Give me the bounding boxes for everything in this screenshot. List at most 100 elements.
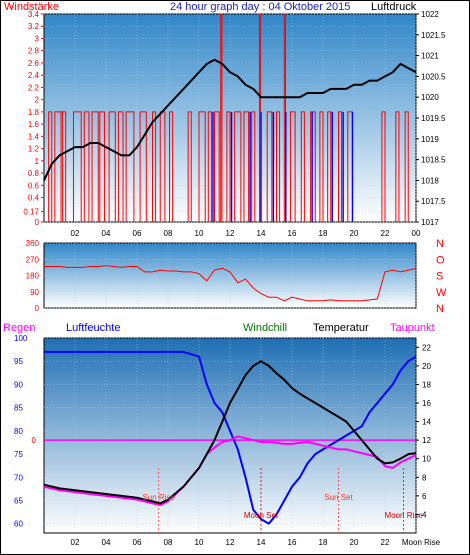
wind-bars	[48, 13, 409, 222]
x-tick-label-top: 08	[164, 229, 173, 238]
wind-bar	[300, 111, 305, 222]
x-tick-label-bottom: 08	[164, 538, 173, 547]
wind-bar	[91, 111, 99, 222]
annotations: Sun Rise Moon Set Sun Set Moon Rise	[142, 468, 423, 533]
humidity-line	[44, 350, 417, 525]
temp-tick-label: 4	[422, 510, 427, 519]
wind-bar	[139, 111, 147, 222]
pressure-tick-label: 1017.5	[421, 197, 446, 206]
wind-bar	[327, 111, 332, 222]
wind-bar	[152, 111, 157, 222]
wind-bar	[187, 111, 192, 222]
x-tick-label-top: 10	[195, 229, 204, 238]
direction-tick-label: 360	[26, 239, 40, 248]
series-lines	[43, 58, 417, 525]
humidity-tick-label: 100	[14, 334, 28, 343]
x-tick-label-top: 16	[288, 229, 297, 238]
temp-tick-label: 8	[422, 473, 427, 482]
wind-bar	[125, 111, 135, 222]
wind-tick-label: 0.17	[23, 208, 39, 217]
wind-tick-label: 0.4	[28, 194, 40, 203]
wind-bar	[289, 111, 296, 222]
wind-bar	[48, 111, 53, 222]
pressure-tick-label: 1019.5	[421, 114, 446, 123]
wind-tick-label: 2.8	[28, 47, 40, 56]
wind-bar	[276, 111, 281, 222]
wind-bar	[266, 111, 273, 222]
x-tick-label-bottom: 10	[195, 538, 204, 547]
x-tick-label-bottom: 18	[319, 538, 328, 547]
wind-bar	[117, 111, 124, 222]
temp-tick-label: 6	[422, 492, 427, 501]
wind-bar	[198, 111, 206, 222]
legend-temperature: Temperatur	[313, 322, 369, 334]
wind-bar	[83, 111, 90, 222]
wind-tick-label: 0.8	[28, 169, 40, 178]
humidity-tick-label: 70	[14, 473, 23, 482]
wind-tick-label: 2.6	[28, 59, 40, 68]
wind-bar	[220, 13, 223, 222]
wind-bar	[251, 111, 256, 222]
x-tick-label-bottom: 02	[71, 538, 80, 547]
wind-tick-label: 1.4	[28, 132, 40, 141]
wind-bar	[404, 111, 409, 222]
x-tick-label-bottom: 16	[288, 538, 297, 547]
marker-label: Moon Rise	[384, 511, 423, 520]
x-tick-label-bottom: 06	[133, 538, 142, 547]
direction-tick-label: 180	[26, 272, 40, 281]
pressure-tick-label: 1019	[421, 135, 439, 144]
x-tick-label-top: 18	[319, 229, 328, 238]
direction-tick-label: 0	[35, 304, 40, 313]
wind-tick-label: 3.4	[28, 10, 40, 19]
wind-bar	[207, 111, 212, 222]
legend-rain: Regen	[3, 322, 35, 334]
marker-label: Sun Set	[324, 493, 353, 502]
humidity-tick-label: 85	[14, 404, 23, 413]
wind-tick-label: 0.6	[28, 181, 40, 190]
x-tick-label-bottom: 22	[381, 538, 390, 547]
wind-bar	[319, 111, 324, 222]
x-tick-label-top: 20	[350, 229, 359, 238]
direction-tick-label: 270	[26, 255, 40, 264]
humidity-tick-label: 95	[14, 357, 23, 366]
chart-title: 24 hour graph day : 04 Oktober 2015	[170, 1, 350, 13]
humidity-tick-label: 90	[14, 380, 23, 389]
x-tick-label-top: 14	[257, 229, 266, 238]
pressure-tick-label: 1021	[421, 52, 439, 61]
pressure-axis-label: Luftdruck	[371, 1, 417, 13]
temp-tick-label: 12	[422, 436, 431, 445]
temp-tick-label: 10	[422, 455, 431, 464]
direction-compass-label: W	[436, 287, 447, 299]
wind-tick-label: 1.8	[28, 108, 40, 117]
temp-tick-label: 16	[422, 399, 431, 408]
wind-tick-label: 1.2	[28, 145, 40, 154]
pressure-tick-label: 1020.5	[421, 72, 446, 81]
legend-humidity: Luftfeuchte	[66, 322, 120, 334]
temp-tick-label: 14	[422, 418, 431, 427]
humidity-tick-label: 80	[14, 427, 23, 436]
humidity-tick-label: 75	[14, 450, 23, 459]
x-tick-label-top: 02	[71, 229, 80, 238]
wind-bar	[54, 111, 64, 222]
pressure-line	[43, 58, 417, 181]
pressure-tick-label: 1018	[421, 176, 439, 185]
x-tick-label-top: 04	[102, 229, 111, 238]
marker-label: Moon Set	[244, 511, 279, 520]
wind-axis-label: Windstärke	[4, 1, 59, 13]
pressure-tick-label: 1017	[421, 218, 439, 227]
wind-bar	[60, 111, 67, 222]
wind-tick-label: 1.6	[28, 120, 40, 129]
x-tick-label-bottom: 04	[102, 538, 111, 547]
wind-bar	[381, 111, 386, 222]
direction-tick-label: 90	[30, 288, 39, 297]
wind-bar	[99, 111, 105, 222]
wind-bar	[214, 111, 220, 222]
humidity-tick-label: 60	[14, 520, 23, 529]
wind-tick-label: 2.2	[28, 83, 40, 92]
x-tick-label-bottom: 20	[350, 538, 359, 547]
wind-bar	[226, 111, 231, 222]
x-tick-label-top: 06	[133, 229, 142, 238]
x-tick-label-bottom: 12	[226, 538, 235, 547]
rain-tick-label: 0	[32, 436, 37, 445]
